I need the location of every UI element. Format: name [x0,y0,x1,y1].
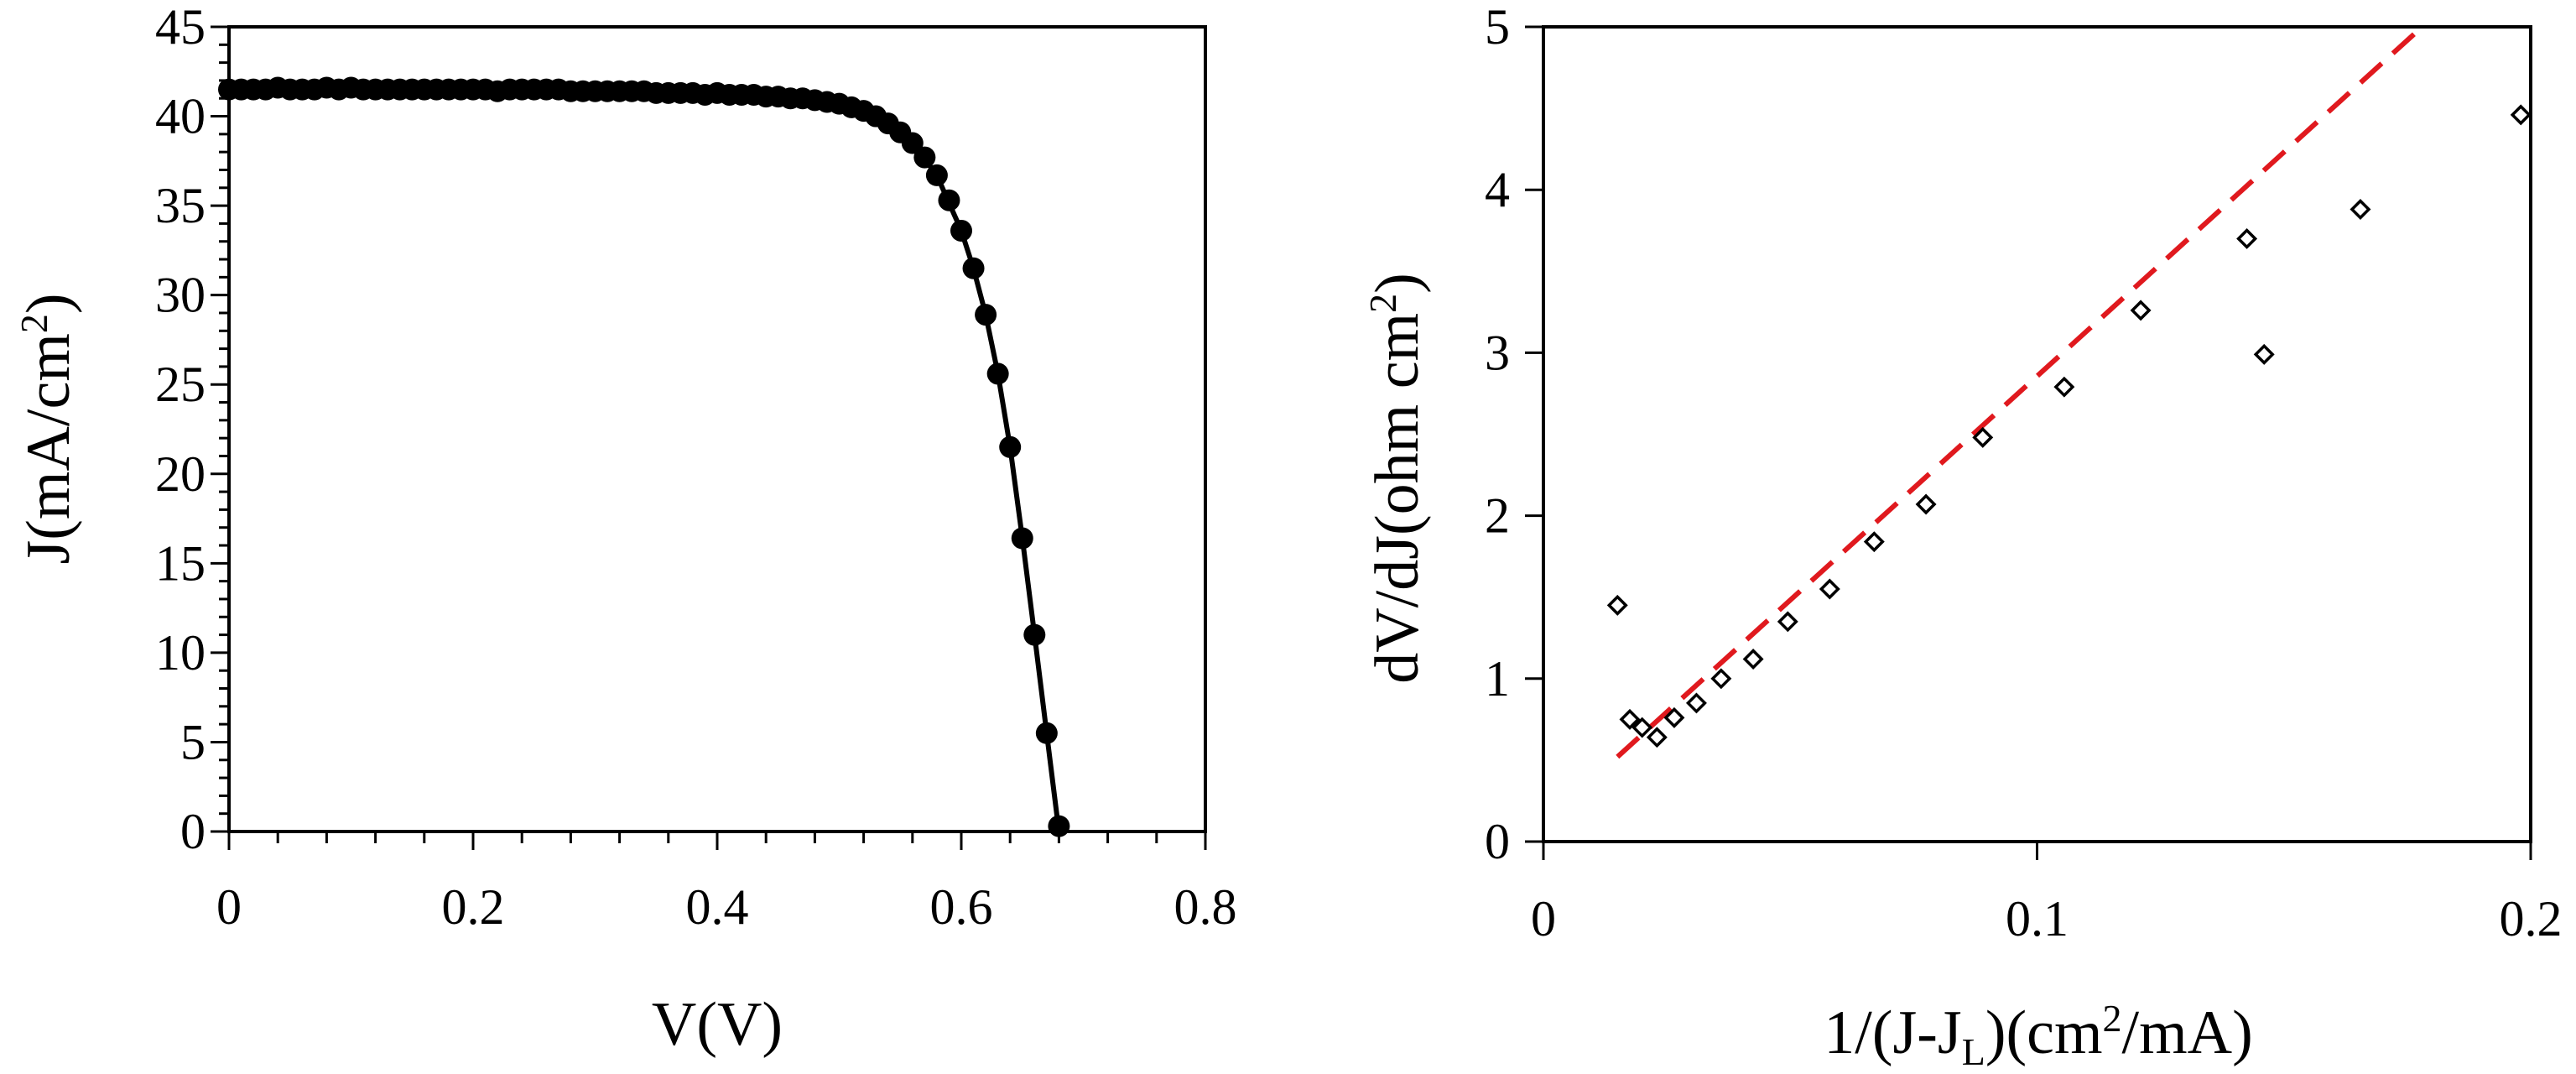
x-tick-label: 0 [1531,891,1556,946]
dvdj-ticks [1525,25,2532,860]
y-tick-label: 5 [1485,0,1510,55]
jv-data-point [999,435,1022,458]
dvdj-data-point [1619,708,1641,730]
y-tick-label: 10 [155,625,206,680]
dvdj-data-point [1606,594,1628,616]
dvdj-y-tick-labels: 0 1 2 3 4 5 [1485,0,1510,869]
y-tick-label: 30 [155,268,206,323]
y-tick-label: 15 [155,535,206,591]
jv-data-point [1023,623,1046,646]
jv-data-point [1011,527,1033,550]
y-tick-label: 25 [155,357,206,412]
x-tick-label: 0.6 [930,879,993,935]
dvdj-data-point [2510,104,2532,126]
jv-data-point [950,219,972,242]
dvdj-data-point [2350,199,2371,220]
dvdj-chart: 0 0.1 0.2 0 1 2 3 4 5 1/(J-JL)(cm2/mA) dV/dJ(oh… [1361,0,2563,1073]
x-tick-label: 0.2 [2500,891,2563,946]
x-tick-label: 0.1 [2006,891,2069,946]
x-tick-label: 0.8 [1174,879,1237,935]
dvdj-data-point [1819,578,1840,600]
jv-chart: 0 0.2 0.4 0.6 0.8 0 5 10 15 20 25 30 35 40 45 V(V) J(… [13,0,1237,1059]
jv-data-point [975,304,997,326]
dvdj-data-point [1972,426,1994,448]
dvdj-data-point [1631,717,1653,738]
dvdj-data-point [1646,727,1668,748]
y-tick-label: 40 [155,89,206,144]
jv-data-point [901,132,924,154]
dvdj-x-axis-label: 1/(J-JL)(cm2/mA) [1824,997,2252,1073]
y-tick-label: 3 [1485,325,1510,380]
jv-data-point [986,362,1009,385]
jv-data-point [913,146,936,169]
dvdj-data-point [1777,611,1798,633]
jv-minor-ticks [211,25,1207,850]
x-tick-label: 0.4 [686,879,749,935]
dvdj-x-tick-labels: 0 0.1 0.2 [1531,891,2563,946]
jv-fit-line [229,86,1062,832]
jv-data-point [925,164,948,186]
dvdj-data-point [1915,493,1937,515]
dvdj-dashed-fit-line [1616,24,2424,759]
jv-x-tick-labels: 0 0.2 0.4 0.6 0.8 [216,879,1237,935]
jv-plot-frame [227,25,1207,833]
dvdj-data-point [1685,692,1707,714]
y-tick-label: 5 [180,714,206,769]
jv-y-axis-label: J(mA/cm2) [13,293,83,564]
jv-data-points [218,76,1070,837]
dvdj-plot-frame [1542,25,2532,843]
dvdj-data-point [1710,668,1732,690]
y-tick-label: 35 [155,178,206,233]
jv-data-point [962,257,985,279]
y-tick-label: 0 [180,804,206,859]
y-tick-label: 45 [155,0,206,55]
jv-data-point [1035,722,1058,744]
y-tick-label: 20 [155,446,206,502]
y-tick-label: 4 [1485,162,1510,217]
y-tick-label: 2 [1485,488,1510,544]
dvdj-y-axis-label: dV/dJ(ohm cm2) [1361,273,1432,684]
dvdj-data-point [1663,706,1685,728]
dvdj-data-point [2130,300,2152,321]
dvdj-data-point [2253,343,2275,365]
dvdj-data-point [2053,376,2075,398]
x-tick-label: 0 [216,879,242,935]
jv-x-axis-label: V(V) [652,990,783,1059]
dvdj-data-point [1863,531,1885,553]
dvdj-data-point [1742,649,1764,670]
y-tick-label: 0 [1485,814,1510,869]
y-tick-label: 1 [1485,651,1510,706]
x-tick-label: 0.2 [442,879,505,935]
dvdj-data-point [2236,227,2258,249]
jv-data-point [1048,815,1070,837]
jv-data-point [938,189,960,211]
dvdj-data-points [1606,104,2532,748]
jv-y-tick-labels: 0 5 10 15 20 25 30 35 40 45 [155,0,206,859]
